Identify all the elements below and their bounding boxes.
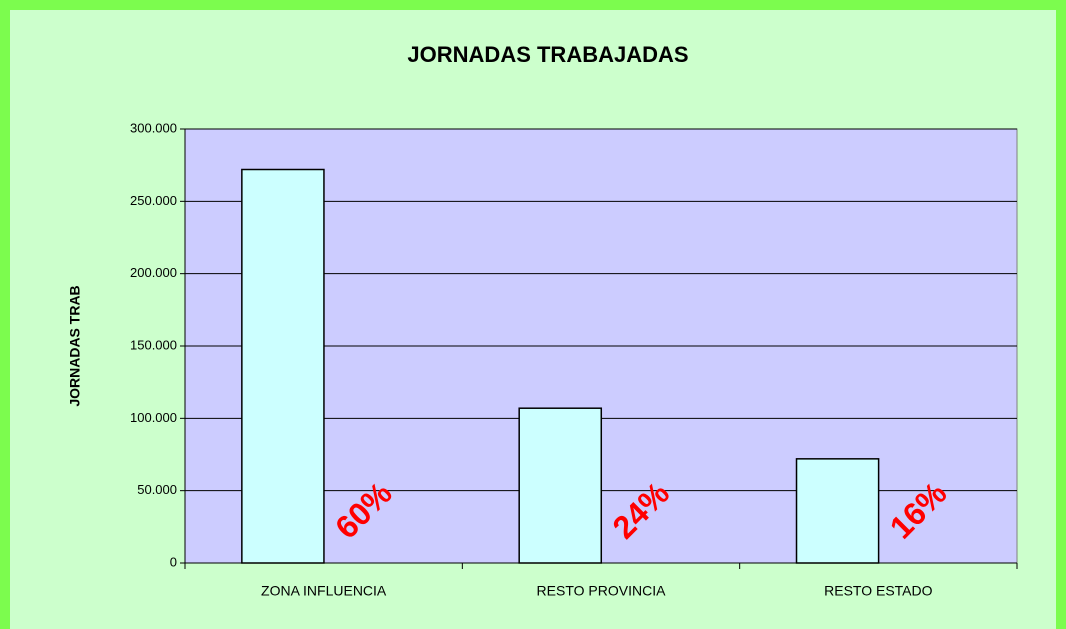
x-tick-label: RESTO PROVINCIA (537, 583, 667, 599)
y-tick-label: 250.000 (130, 193, 177, 208)
y-tick-label: 100.000 (130, 410, 177, 425)
y-tick-label: 0 (170, 554, 177, 569)
y-tick-label: 50.000 (137, 482, 177, 497)
y-tick-label: 150.000 (130, 337, 177, 352)
chart-title: JORNADAS TRABAJADAS (407, 42, 688, 67)
bar (241, 168, 325, 564)
y-axis-label: JORNADAS TRAB (67, 285, 83, 406)
y-tick-label: 200.000 (130, 265, 177, 280)
y-tick-label: 300.000 (130, 120, 177, 135)
x-tick-label: ZONA INFLUENCIA (261, 583, 387, 599)
bar (795, 458, 880, 564)
x-tick-label: RESTO ESTADO (824, 583, 933, 599)
bar (518, 407, 603, 564)
